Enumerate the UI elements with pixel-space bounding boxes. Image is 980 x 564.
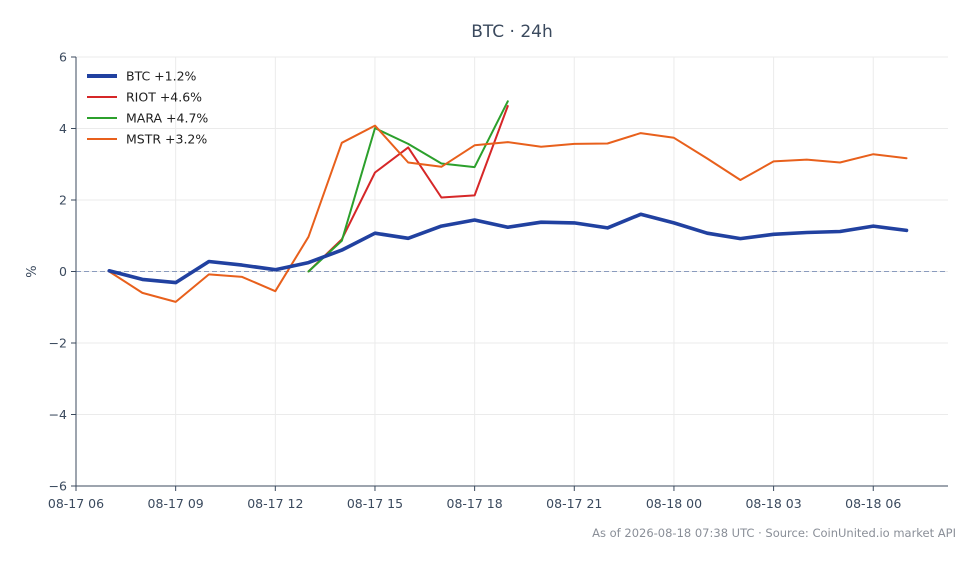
series-line-mstr bbox=[108, 124, 908, 303]
legend: BTC +1.2% RIOT +4.6% MARA +4.7% MSTR +3.2% bbox=[87, 69, 208, 147]
x-tick-label: 08-18 06 bbox=[845, 496, 901, 511]
y-tick-label: −2 bbox=[49, 336, 67, 351]
x-tick-label: 08-17 06 bbox=[48, 496, 104, 511]
y-tick-label: 4 bbox=[59, 121, 67, 136]
series-line-riot bbox=[307, 105, 509, 273]
footer-source: As of 2026-08-18 07:38 UTC · Source: Coi… bbox=[592, 526, 956, 540]
legend-label-riot: RIOT +4.6% bbox=[126, 90, 202, 105]
y-tick-label: −6 bbox=[49, 479, 67, 494]
x-tick-label: 08-18 00 bbox=[646, 496, 702, 511]
x-tick-label: 08-17 09 bbox=[148, 496, 204, 511]
legend-label-mstr: MSTR +3.2% bbox=[126, 132, 207, 147]
x-tick-label: 08-17 18 bbox=[447, 496, 503, 511]
y-tick-label: 6 bbox=[59, 50, 67, 65]
series-line-mara bbox=[307, 100, 509, 273]
y-tick-label: 2 bbox=[59, 193, 67, 208]
y-axis-label: % bbox=[25, 265, 40, 277]
series-line-btc bbox=[107, 212, 909, 285]
legend-label-btc: BTC +1.2% bbox=[126, 69, 197, 84]
x-tick-label: 08-17 21 bbox=[546, 496, 602, 511]
x-tick-label: 08-18 03 bbox=[745, 496, 801, 511]
series-lines bbox=[107, 100, 909, 303]
x-tick-label: 08-17 15 bbox=[347, 496, 403, 511]
legend-label-mara: MARA +4.7% bbox=[126, 111, 208, 126]
chart-title: BTC · 24h bbox=[471, 22, 553, 42]
axes: −6 −4 −2 0 2 4 6 08-17 06 08-17 09 08-17 12 08-17 … bbox=[48, 50, 948, 511]
y-tick-label: −4 bbox=[49, 407, 67, 422]
y-tick-label: 0 bbox=[59, 264, 67, 279]
x-tick-label: 08-17 12 bbox=[247, 496, 303, 511]
